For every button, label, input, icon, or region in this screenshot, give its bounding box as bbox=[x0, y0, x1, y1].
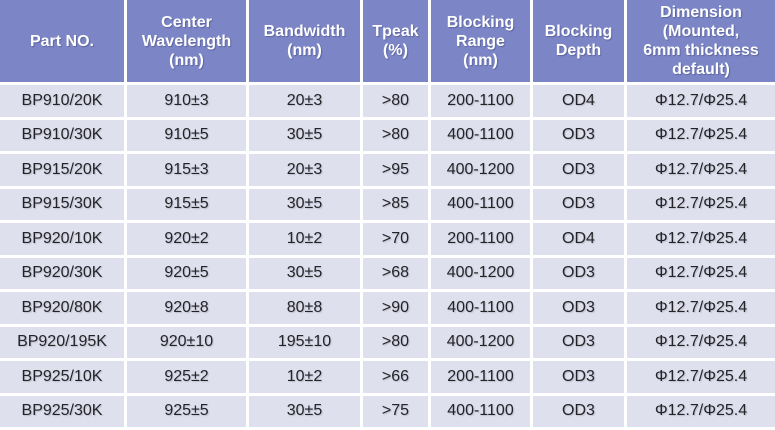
table-cell: Φ12.7/Φ25.4 bbox=[627, 85, 775, 117]
table-cell: OD3 bbox=[533, 257, 624, 289]
table-cell: >85 bbox=[363, 188, 428, 220]
column-header-tpeak: Tpeak (%) bbox=[363, 0, 428, 82]
table-cell: Φ12.7/Φ25.4 bbox=[627, 257, 775, 289]
table-cell: >80 bbox=[363, 119, 428, 151]
table-cell: 195±10 bbox=[249, 326, 360, 358]
table-cell: 920±10 bbox=[127, 326, 246, 358]
table-cell: 200-1100 bbox=[431, 361, 530, 393]
table-cell: BP915/30K bbox=[0, 188, 124, 220]
table-cell: OD3 bbox=[533, 188, 624, 220]
table-cell: BP920/10K bbox=[0, 223, 124, 255]
table-cell: 400-1200 bbox=[431, 257, 530, 289]
table-cell: 920±5 bbox=[127, 257, 246, 289]
table-cell: 925±5 bbox=[127, 395, 246, 427]
table-cell: OD3 bbox=[533, 395, 624, 427]
table-cell: Φ12.7/Φ25.4 bbox=[627, 154, 775, 186]
table-cell: OD3 bbox=[533, 292, 624, 324]
table-cell: >66 bbox=[363, 361, 428, 393]
table-cell: 400-1100 bbox=[431, 395, 530, 427]
table-cell: 910±5 bbox=[127, 119, 246, 151]
column-header-bandwidth: Bandwidth (nm) bbox=[249, 0, 360, 82]
table-cell: BP920/80K bbox=[0, 292, 124, 324]
table-cell: 200-1100 bbox=[431, 223, 530, 255]
table-cell: 30±5 bbox=[249, 395, 360, 427]
column-header-blocking-range: Blocking Range (nm) bbox=[431, 0, 530, 82]
table-cell: 400-1100 bbox=[431, 292, 530, 324]
table-cell: >80 bbox=[363, 85, 428, 117]
table-cell: >90 bbox=[363, 292, 428, 324]
table-cell: 20±3 bbox=[249, 85, 360, 117]
table-cell: BP925/30K bbox=[0, 395, 124, 427]
table-cell: OD3 bbox=[533, 326, 624, 358]
table-cell: >75 bbox=[363, 395, 428, 427]
table-cell: 920±8 bbox=[127, 292, 246, 324]
table-cell: 10±2 bbox=[249, 361, 360, 393]
table-cell: >70 bbox=[363, 223, 428, 255]
table-cell: 915±5 bbox=[127, 188, 246, 220]
table-cell: BP920/30K bbox=[0, 257, 124, 289]
table-cell: Φ12.7/Φ25.4 bbox=[627, 119, 775, 151]
column-header-dimension: Dimension (Mounted, 6mm thickness defaul… bbox=[627, 0, 775, 82]
column-header-blocking-depth: Blocking Depth bbox=[533, 0, 624, 82]
table-cell: BP925/10K bbox=[0, 361, 124, 393]
table-cell: Φ12.7/Φ25.4 bbox=[627, 326, 775, 358]
table-cell: 400-1200 bbox=[431, 326, 530, 358]
table-cell: >95 bbox=[363, 154, 428, 186]
table-cell: Φ12.7/Φ25.4 bbox=[627, 223, 775, 255]
table-cell: >80 bbox=[363, 326, 428, 358]
table-cell: Φ12.7/Φ25.4 bbox=[627, 188, 775, 220]
table-cell: OD4 bbox=[533, 85, 624, 117]
table-cell: 400-1100 bbox=[431, 188, 530, 220]
table-cell: BP920/195K bbox=[0, 326, 124, 358]
table-cell: BP910/20K bbox=[0, 85, 124, 117]
table-cell: 920±2 bbox=[127, 223, 246, 255]
table-cell: OD3 bbox=[533, 361, 624, 393]
table-cell: OD3 bbox=[533, 154, 624, 186]
table-cell: 915±3 bbox=[127, 154, 246, 186]
table-cell: 400-1200 bbox=[431, 154, 530, 186]
table-cell: Φ12.7/Φ25.4 bbox=[627, 292, 775, 324]
table-cell: 925±2 bbox=[127, 361, 246, 393]
table-cell: 200-1100 bbox=[431, 85, 530, 117]
table-cell: 20±3 bbox=[249, 154, 360, 186]
table-cell: Φ12.7/Φ25.4 bbox=[627, 361, 775, 393]
table-cell: >68 bbox=[363, 257, 428, 289]
table-cell: 80±8 bbox=[249, 292, 360, 324]
table-cell: OD3 bbox=[533, 119, 624, 151]
table-cell: 30±5 bbox=[249, 188, 360, 220]
table-cell: OD4 bbox=[533, 223, 624, 255]
table-cell: BP910/30K bbox=[0, 119, 124, 151]
table-cell: 400-1100 bbox=[431, 119, 530, 151]
column-header-center-wavelength: Center Wavelength (nm) bbox=[127, 0, 246, 82]
table-cell: 30±5 bbox=[249, 119, 360, 151]
table-cell: 910±3 bbox=[127, 85, 246, 117]
column-header-part-no: Part NO. bbox=[0, 0, 124, 82]
table-cell: BP915/20K bbox=[0, 154, 124, 186]
table-cell: 30±5 bbox=[249, 257, 360, 289]
table-cell: 10±2 bbox=[249, 223, 360, 255]
table-cell: Φ12.7/Φ25.4 bbox=[627, 395, 775, 427]
